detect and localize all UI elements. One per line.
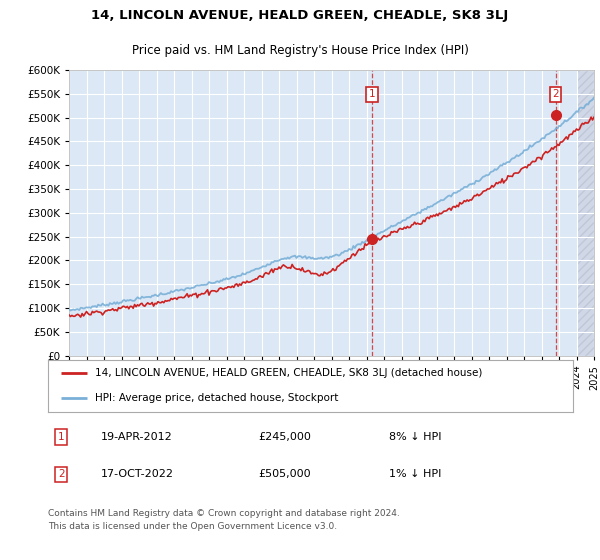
Text: 17-OCT-2022: 17-OCT-2022 (101, 469, 173, 479)
Text: Contains HM Land Registry data © Crown copyright and database right 2024.
This d: Contains HM Land Registry data © Crown c… (48, 510, 400, 531)
Text: 1: 1 (368, 89, 375, 99)
Bar (577, 70, 594, 356)
Text: £505,000: £505,000 (258, 469, 311, 479)
Text: HPI: Average price, detached house, Stockport: HPI: Average price, detached house, Stoc… (95, 393, 338, 403)
Text: 19-APR-2012: 19-APR-2012 (101, 432, 172, 442)
Text: 14, LINCOLN AVENUE, HEALD GREEN, CHEADLE, SK8 3LJ: 14, LINCOLN AVENUE, HEALD GREEN, CHEADLE… (91, 9, 509, 22)
Text: 8% ↓ HPI: 8% ↓ HPI (389, 432, 442, 442)
Text: 2: 2 (552, 89, 559, 99)
Text: 2: 2 (58, 469, 64, 479)
Text: 1% ↓ HPI: 1% ↓ HPI (389, 469, 442, 479)
Text: 1: 1 (58, 432, 64, 442)
Text: Price paid vs. HM Land Registry's House Price Index (HPI): Price paid vs. HM Land Registry's House … (131, 44, 469, 57)
Text: £245,000: £245,000 (258, 432, 311, 442)
Text: 14, LINCOLN AVENUE, HEALD GREEN, CHEADLE, SK8 3LJ (detached house): 14, LINCOLN AVENUE, HEALD GREEN, CHEADLE… (95, 368, 482, 378)
